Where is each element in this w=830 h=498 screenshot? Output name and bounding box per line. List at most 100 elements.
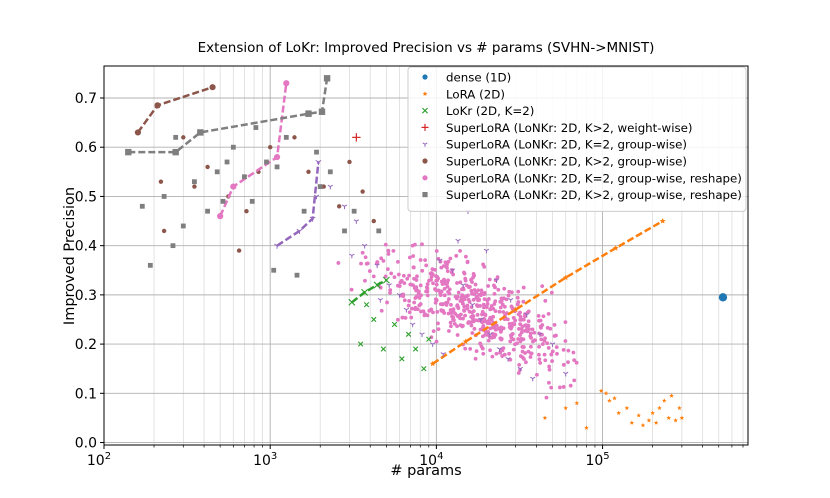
- pink-scatter-point: [537, 357, 542, 362]
- data-point: [173, 134, 179, 140]
- x-tick-label: 105: [585, 451, 609, 469]
- pink-scatter-point: [501, 296, 506, 301]
- data-point: [574, 400, 580, 406]
- line-point: [462, 338, 469, 345]
- series-7: [125, 75, 382, 278]
- line-point: [512, 306, 519, 313]
- pink-scatter-point: [470, 310, 474, 315]
- pink-scatter-point: [401, 273, 406, 278]
- data-point: [192, 179, 197, 185]
- series-0: [718, 293, 728, 302]
- pink-scatter-point: [528, 344, 533, 349]
- data-point: [161, 194, 167, 199]
- pink-scatter-point: [508, 322, 513, 326]
- line-point: [361, 288, 369, 296]
- pink-scatter-point: [396, 259, 400, 264]
- data-point: [517, 366, 524, 372]
- legend-label: SuperLoRA (LoNKr: 2D, K=2, group-wise): [446, 138, 687, 152]
- data-point: [371, 316, 377, 323]
- pink-scatter-point: [446, 297, 451, 301]
- data-point: [537, 332, 543, 338]
- data-point: [242, 174, 247, 180]
- data-point: [653, 420, 659, 425]
- pink-scatter-point: [447, 287, 452, 292]
- pink-scatter-point: [549, 290, 554, 295]
- y-tick-label: 0.1: [75, 386, 97, 402]
- pink-scatter-point: [523, 351, 528, 355]
- line-point: [230, 183, 237, 190]
- pink-scatter-point: [418, 258, 423, 262]
- series-5: [134, 84, 376, 253]
- pink-scatter-point: [563, 339, 568, 343]
- pink-scatter-point: [561, 347, 566, 352]
- pink-scatter-point: [566, 360, 570, 365]
- pink-scatter-point: [486, 338, 491, 343]
- series-line: [351, 278, 387, 304]
- legend-marker: [421, 123, 429, 131]
- pink-scatter-point: [425, 293, 430, 298]
- pink-scatter-point: [434, 249, 439, 253]
- pink-scatter-point: [546, 311, 551, 316]
- pink-scatter-point: [497, 326, 501, 331]
- pink-scatter-point: [473, 318, 478, 323]
- series-line: [219, 83, 288, 217]
- series-2: [348, 276, 432, 372]
- data-point: [403, 307, 410, 313]
- pink-scatter-point: [414, 278, 419, 282]
- data-point: [386, 283, 392, 288]
- pink-scatter-point: [537, 344, 541, 349]
- pink-scatter-point: [490, 354, 495, 359]
- data-point: [629, 420, 635, 425]
- pink-scatter-point: [526, 323, 531, 328]
- data-point: [612, 395, 617, 401]
- data-point: [483, 248, 490, 254]
- pink-scatter-point: [486, 284, 491, 288]
- pink-scatter-point: [460, 301, 465, 306]
- data-point: [292, 135, 297, 140]
- pink-scatter-point: [474, 349, 479, 354]
- legend-marker: [422, 158, 428, 164]
- pink-scatter-point: [524, 360, 528, 365]
- pink-scatter-point: [537, 318, 541, 323]
- pink-scatter-point: [517, 326, 521, 331]
- data-point: [496, 347, 503, 352]
- pink-scatter-point: [498, 329, 503, 334]
- pink-scatter-point: [434, 288, 439, 293]
- pink-scatter-point: [529, 335, 534, 340]
- pink-scatter-point: [436, 327, 441, 332]
- pink-scatter-point: [510, 306, 515, 311]
- pink-scatter-point: [539, 337, 544, 342]
- pink-scatter-point: [545, 341, 550, 346]
- pink-scatter-point: [552, 323, 557, 327]
- pink-scatter-point: [383, 274, 388, 279]
- pink-scatter-point: [491, 306, 496, 311]
- pink-scatter-point: [448, 256, 453, 261]
- pink-scatter-point: [479, 288, 484, 293]
- pink-scatter-point: [542, 338, 547, 343]
- pink-scatter-point: [547, 380, 551, 385]
- data-point: [666, 415, 671, 420]
- data-point: [363, 302, 370, 308]
- data-point: [352, 133, 361, 142]
- pink-scatter-point: [482, 292, 487, 297]
- pink-scatter-point: [545, 325, 550, 330]
- data-point: [636, 413, 641, 418]
- pink-scatter-point: [526, 309, 531, 314]
- pink-scatter-point: [563, 320, 568, 324]
- pink-scatter-point: [336, 261, 341, 265]
- pink-scatter-point: [476, 318, 481, 323]
- pink-scatter-point: [378, 285, 383, 290]
- pink-scatter-point: [519, 317, 524, 322]
- pink-scatter-point: [495, 275, 500, 280]
- pink-scatter-point: [440, 282, 445, 286]
- pink-scatter-point: [455, 333, 460, 337]
- pink-scatter-point: [402, 281, 407, 286]
- line-point: [274, 243, 281, 249]
- pink-scatter-point: [461, 316, 465, 321]
- pink-scatter-point: [510, 332, 515, 336]
- data-point: [563, 371, 569, 377]
- pink-scatter-point: [516, 312, 521, 317]
- pink-scatter-point: [483, 332, 488, 337]
- data-point: [673, 417, 678, 423]
- pink-scatter-point: [367, 269, 372, 273]
